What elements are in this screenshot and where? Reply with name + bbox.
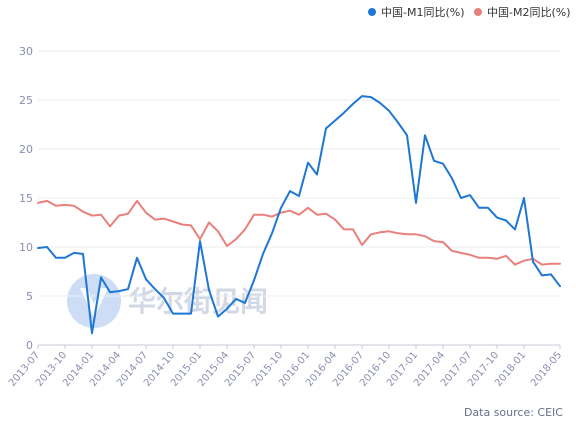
x-tick-label: 2018-05 <box>529 350 564 389</box>
legend-label: 中国-M2同比(%) <box>487 6 571 19</box>
series-lines <box>37 95 561 335</box>
x-axis: 2013-072013-102014-012014-042014-072014-… <box>7 345 564 389</box>
watermark-text: 华尔街见闻 <box>128 285 268 318</box>
y-tick-label: 0 <box>26 339 33 352</box>
y-axis: 0 5 10 15 20 25 30 <box>19 45 33 352</box>
legend-label: 中国-M1同比(%) <box>381 6 465 19</box>
y-tick-label: 5 <box>26 290 33 303</box>
y-tick-label: 30 <box>19 45 33 58</box>
y-tick-label: 15 <box>19 192 33 205</box>
y-tick-label: 25 <box>19 94 33 107</box>
legend-marker <box>474 8 482 16</box>
legend[interactable]: 中国-M1同比(%) 中国-M2同比(%) <box>368 6 571 19</box>
series-line-m1 <box>37 95 561 335</box>
y-tick-label: 10 <box>19 241 33 254</box>
grid <box>38 50 560 346</box>
series-line-m2 <box>37 199 561 266</box>
legend-marker <box>368 8 376 16</box>
source-note: Data source: CEIC <box>464 406 563 419</box>
y-tick-label: 20 <box>19 143 33 156</box>
